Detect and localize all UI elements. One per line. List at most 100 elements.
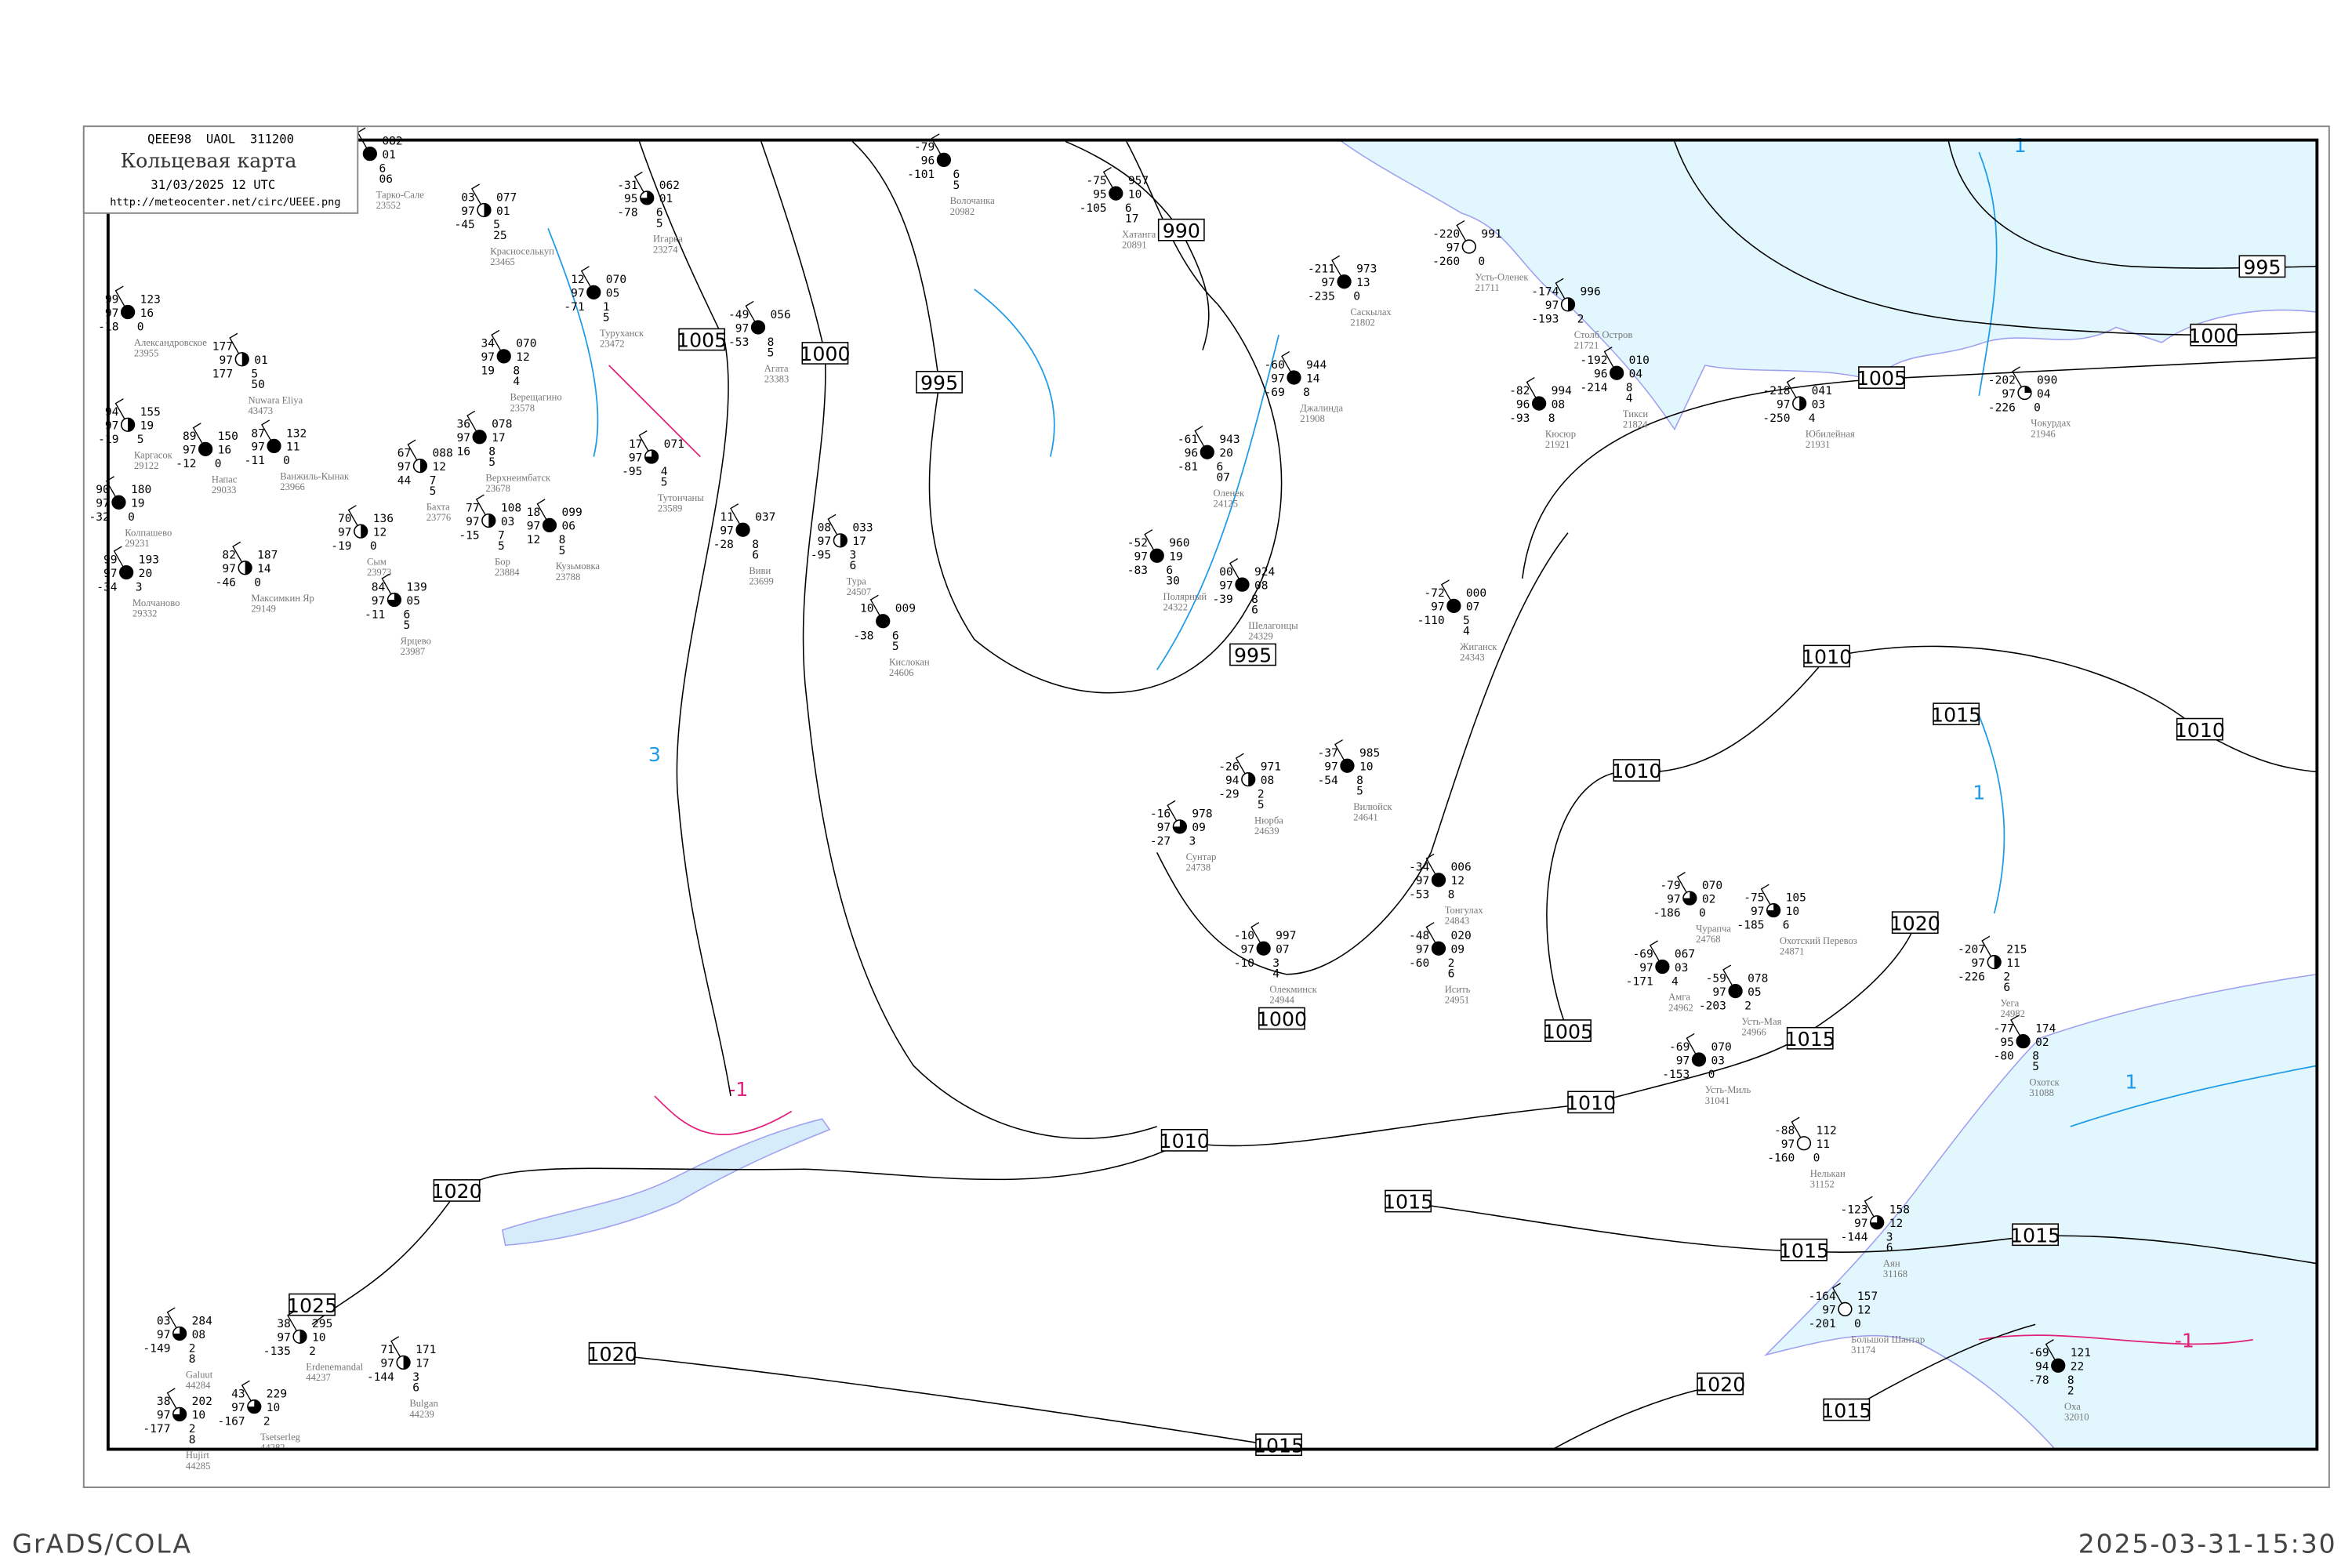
isobar-line xyxy=(612,1354,1279,1447)
station-dewpoint: -12 xyxy=(176,457,196,470)
station-temperature: -69 xyxy=(1632,947,1653,960)
station-name: Верещагино xyxy=(510,392,561,403)
wind-barb-icon xyxy=(2012,366,2026,394)
station-visibility: 97 xyxy=(372,594,386,608)
station-temperature: 89 xyxy=(183,430,197,443)
station-name: Туруханск xyxy=(600,328,644,339)
wind-barb-icon xyxy=(1786,376,1800,404)
station-pressure: 973 xyxy=(1356,263,1377,276)
wind-barb-icon xyxy=(1440,579,1454,607)
station-id: 21802 xyxy=(1350,318,1375,328)
wind-barb-icon xyxy=(1425,853,1439,880)
station-dewpoint: -27 xyxy=(1150,835,1171,848)
station-extra: 06 xyxy=(379,172,393,186)
isobar-label-bg xyxy=(1933,702,1980,726)
station-extra: 5 xyxy=(559,544,566,557)
station-name: Усть-Оленек xyxy=(1475,271,1530,282)
station-pressure: 202 xyxy=(192,1395,212,1408)
map-frame xyxy=(106,138,2319,1451)
cloud-cover-fill xyxy=(363,147,377,161)
isobar-line xyxy=(760,141,1157,1139)
station-extra: 5 xyxy=(498,539,505,553)
station-id: 44237 xyxy=(306,1372,331,1383)
station-extra: 2 xyxy=(263,1414,270,1428)
isobar-label-group: 1020 xyxy=(1890,911,1940,935)
station-name: Максимкин Яр xyxy=(251,593,314,604)
station-pressure: 996 xyxy=(1581,285,1601,299)
station-name: Аян xyxy=(1883,1258,1900,1269)
station-id: 21711 xyxy=(1475,282,1500,293)
station-id: 23973 xyxy=(367,567,392,578)
isobar-label-bg xyxy=(1258,1007,1305,1030)
station-temperature: 82 xyxy=(222,549,236,562)
wind-barb-icon xyxy=(1334,739,1348,767)
station-pressure: 139 xyxy=(406,580,426,593)
sea-areas xyxy=(501,139,2318,1450)
station-extra: 0 xyxy=(215,457,222,470)
station-temperature: -16 xyxy=(1150,808,1171,821)
station-id: 24329 xyxy=(1248,631,1273,642)
station-temperature: -72 xyxy=(1424,586,1444,600)
cloud-cover-fill xyxy=(1248,772,1255,786)
station-extra: 6 xyxy=(412,1381,419,1395)
station-id: 23955 xyxy=(134,347,159,358)
station-temperature: 87 xyxy=(251,426,265,440)
wind-barb-icon xyxy=(229,332,243,360)
